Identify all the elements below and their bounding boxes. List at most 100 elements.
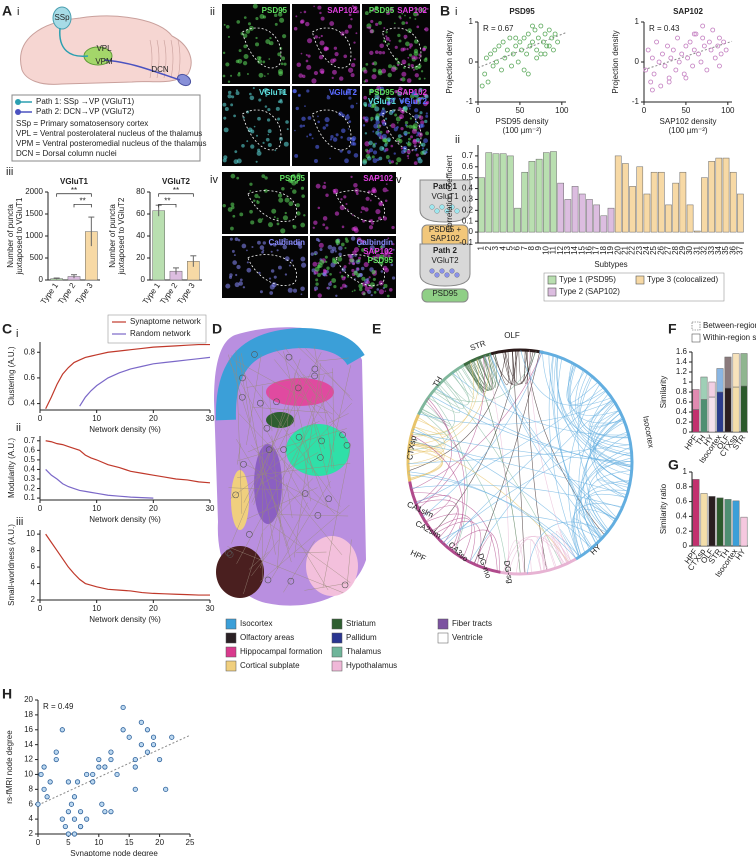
puncta xyxy=(407,56,410,59)
puncta xyxy=(415,137,420,143)
puncta xyxy=(312,261,318,267)
atlas-node xyxy=(273,398,280,406)
puncta xyxy=(295,203,300,208)
puncta xyxy=(334,250,337,253)
atlas-edge xyxy=(241,353,276,555)
puncta xyxy=(402,106,406,110)
puncta xyxy=(258,98,262,102)
puncta xyxy=(277,52,282,57)
sub-label: iii xyxy=(16,516,23,528)
puncta xyxy=(234,282,240,288)
path-name: Path 2 xyxy=(433,246,458,255)
point xyxy=(515,59,521,65)
point xyxy=(701,43,707,49)
chord xyxy=(559,528,580,559)
path-name: Path 1 xyxy=(433,182,458,191)
puncta xyxy=(293,176,296,179)
y-tick-label: 0 xyxy=(469,57,474,66)
atlas-edge xyxy=(246,354,262,446)
panel-label: H xyxy=(2,686,12,702)
puncta xyxy=(317,293,322,298)
y-axis-label: Number of puncta xyxy=(108,204,117,268)
point xyxy=(482,71,488,77)
puncta xyxy=(300,186,305,190)
puncta xyxy=(355,102,358,105)
atlas-edge xyxy=(231,379,300,544)
puncta xyxy=(296,62,302,68)
puncta xyxy=(324,117,330,123)
x-tick-label: 6 xyxy=(513,245,522,250)
puncta xyxy=(356,10,360,14)
chord xyxy=(433,378,464,409)
x-axis-label: Network density (%) xyxy=(89,615,161,624)
puncta xyxy=(392,243,395,246)
puncta xyxy=(369,282,376,288)
y-tick-label: 0.8 xyxy=(24,347,36,356)
puncta xyxy=(404,121,409,125)
chord xyxy=(408,442,443,453)
puncta xyxy=(414,145,416,148)
post-label: SAP102 xyxy=(430,234,460,243)
chord xyxy=(590,409,624,430)
chord xyxy=(575,434,629,554)
atlas-node xyxy=(287,577,295,585)
significance-bracket xyxy=(73,203,92,208)
puncta xyxy=(397,33,401,38)
puncta xyxy=(326,266,330,270)
puncta xyxy=(371,189,376,194)
puncta xyxy=(379,254,385,260)
x-tick-label: 14 xyxy=(570,245,579,254)
legend-label: Isocortex xyxy=(240,619,272,628)
puncta xyxy=(233,254,236,257)
puncta xyxy=(238,281,243,286)
post-label: PSD95 xyxy=(432,289,458,298)
chord xyxy=(490,353,602,540)
point xyxy=(540,39,546,45)
puncta xyxy=(256,200,260,204)
chord xyxy=(578,401,615,545)
chord xyxy=(556,531,577,564)
chord xyxy=(435,387,632,468)
puncta xyxy=(293,26,298,31)
point xyxy=(65,809,72,815)
point xyxy=(510,51,516,57)
annotation: R = 0.67 xyxy=(483,24,514,33)
puncta xyxy=(418,87,423,93)
point xyxy=(108,756,114,763)
chord-label: HPF xyxy=(409,548,427,563)
point xyxy=(41,764,47,770)
point xyxy=(524,51,530,57)
puncta xyxy=(390,144,394,148)
x-tick-label: 5 xyxy=(505,245,514,250)
y-tick-label: 0.3 xyxy=(462,195,474,204)
puncta xyxy=(273,13,278,18)
atlas-edge xyxy=(236,443,242,465)
y-tick-label: 18 xyxy=(24,710,33,719)
puncta xyxy=(353,58,356,61)
atlas-node xyxy=(295,384,302,392)
x-tick-label: 30 xyxy=(206,414,215,423)
puncta xyxy=(390,263,394,267)
vesicle xyxy=(434,208,440,214)
puncta xyxy=(385,31,388,34)
sub-label: ii xyxy=(455,134,460,146)
puncta xyxy=(349,258,354,263)
bar xyxy=(724,499,732,547)
legend-swatch xyxy=(691,333,701,343)
chord xyxy=(422,352,543,518)
x-tick-label: 0 xyxy=(476,106,481,115)
puncta xyxy=(369,199,372,202)
puncta xyxy=(334,51,339,57)
puncta xyxy=(418,66,421,69)
bar xyxy=(732,386,740,433)
x-tick-label: 35 xyxy=(721,245,730,254)
point xyxy=(494,59,499,65)
puncta xyxy=(307,54,311,58)
puncta xyxy=(269,291,274,295)
puncta xyxy=(315,237,320,242)
puncta xyxy=(404,124,408,127)
puncta xyxy=(414,114,419,119)
puncta xyxy=(267,73,269,75)
y-axis-label: Similarity ratio xyxy=(659,483,668,534)
puncta xyxy=(391,110,394,114)
